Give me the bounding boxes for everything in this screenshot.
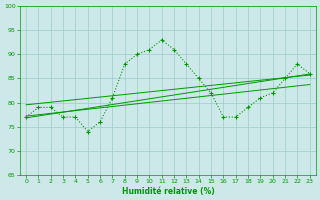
X-axis label: Humidité relative (%): Humidité relative (%)	[122, 187, 214, 196]
